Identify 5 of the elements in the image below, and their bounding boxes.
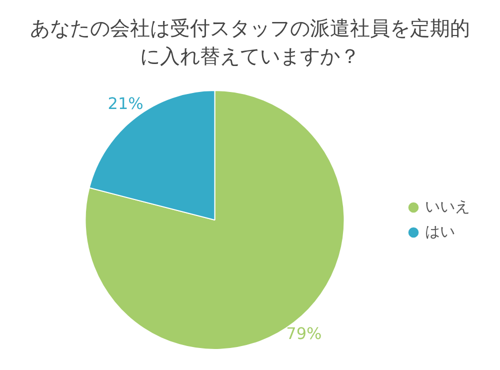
legend-label: はい [425, 222, 455, 240]
data-label: 21% [108, 94, 144, 114]
legend-label: いいえ [425, 197, 470, 216]
data-label: 79% [286, 324, 322, 344]
chart-title: あなたの会社は受付スタッフの派遣社員を定期的に入れ替えていますか？ [30, 15, 470, 70]
